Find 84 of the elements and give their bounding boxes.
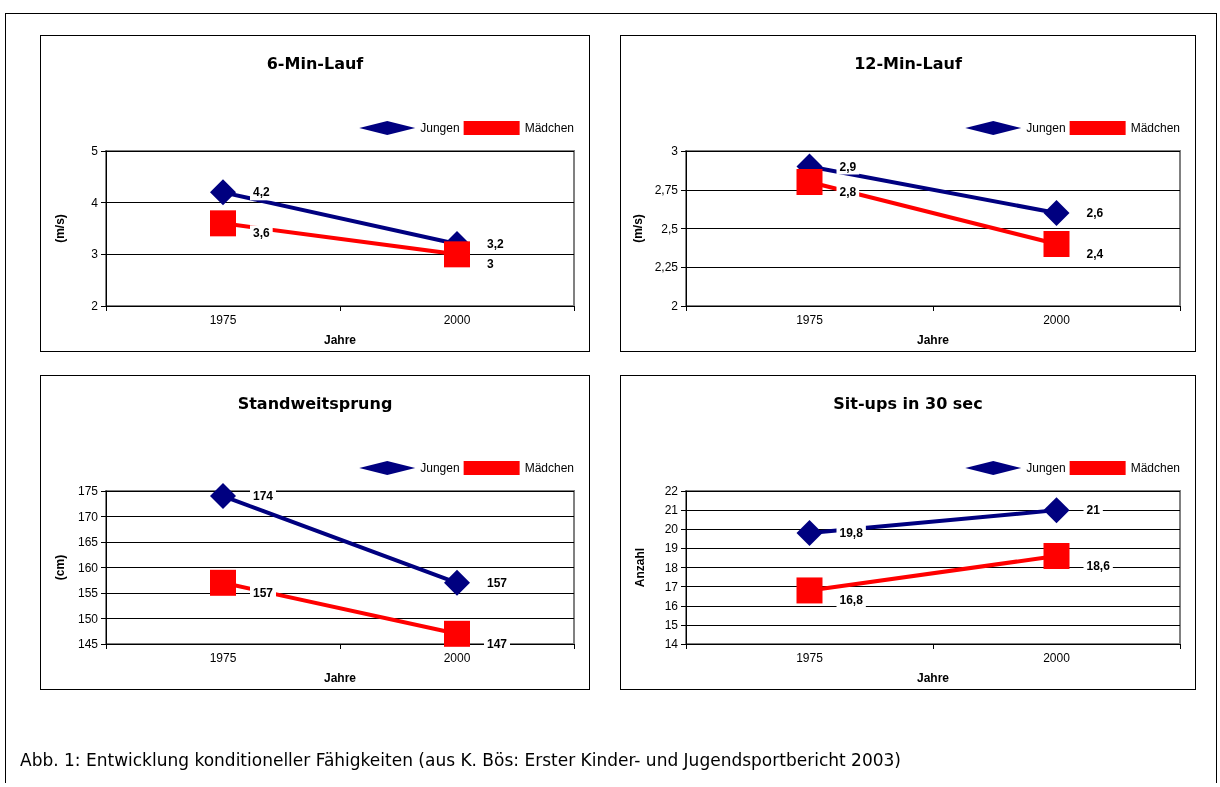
y-tick-label: 20	[664, 522, 679, 537]
point	[444, 241, 470, 268]
y-tick-label: 5	[91, 144, 99, 158]
y-tick-label: 18	[664, 560, 679, 575]
y-tick-label: 175	[77, 484, 99, 498]
y-tick-label: 170	[77, 509, 99, 524]
y-tick-label: 145	[77, 637, 99, 651]
data-label: 18,6	[1086, 559, 1111, 574]
point	[210, 483, 236, 510]
x-axis-title: Jahre	[916, 333, 950, 347]
y-tick-label: 2	[91, 299, 99, 313]
y-tick-label: 3	[91, 247, 99, 262]
point	[796, 169, 823, 195]
y-tick-label: 14	[664, 637, 679, 651]
point	[1043, 543, 1070, 570]
point	[210, 179, 236, 206]
x-tick-label: 2000	[443, 313, 471, 327]
data-label: 3	[487, 257, 494, 272]
y-tick-label: 155	[77, 586, 99, 600]
point	[210, 569, 236, 596]
legend-label: Jungen	[1026, 461, 1066, 475]
point	[796, 577, 823, 604]
legend-label: Jungen	[420, 461, 460, 475]
data-label: 147	[487, 636, 508, 651]
chart-title: 6-Min-Lauf	[266, 53, 365, 73]
chart-title: 12-Min-Lauf	[854, 53, 963, 73]
legend-label: Mädchen	[524, 461, 575, 475]
x-axis-title: Jahre	[323, 333, 357, 347]
point	[1043, 231, 1070, 257]
y-tick-label: 17	[664, 579, 679, 594]
x-axis-title: Jahre	[916, 671, 950, 685]
y-tick-label: 16	[664, 598, 679, 613]
data-label: 2,6	[1086, 206, 1104, 220]
y-tick-label: 165	[77, 535, 99, 549]
data-label: 2,4	[1086, 247, 1104, 261]
data-label: 3,6	[253, 226, 271, 241]
x-tick-label: 1975	[796, 651, 824, 665]
data-label: 19,8	[839, 526, 864, 541]
legend-label: Jungen	[1026, 121, 1066, 135]
y-tick-label: 150	[77, 611, 99, 626]
y-tick-label: 21	[664, 503, 679, 518]
y-tick-label: 2	[671, 299, 679, 313]
y-tick-label: 4	[91, 195, 99, 210]
y-tick-label: 19	[664, 541, 679, 556]
y-axis-title: Anzahl	[633, 547, 647, 588]
data-label: 157	[487, 575, 508, 590]
y-tick-label: 2,75	[654, 182, 679, 197]
x-tick-label: 1975	[796, 313, 824, 327]
data-label: 21	[1086, 503, 1101, 518]
data-label: 16,8	[839, 593, 864, 608]
chart-title: Sit-ups in 30 sec	[833, 393, 983, 413]
y-tick-label: 15	[664, 617, 679, 632]
data-label: 174	[253, 489, 274, 504]
data-label: 157	[253, 585, 274, 600]
point	[1043, 497, 1070, 524]
legend-label: Mädchen	[1130, 121, 1181, 135]
legend-label: Mädchen	[1130, 461, 1181, 475]
data-label: 2,9	[839, 159, 857, 174]
data-label: 2,8	[839, 185, 857, 199]
point	[444, 620, 470, 647]
y-tick-label: 160	[77, 560, 99, 575]
x-tick-label: 2000	[1043, 651, 1071, 665]
y-axis-title: (m/s)	[53, 214, 67, 243]
x-tick-label: 1975	[209, 651, 237, 665]
point	[210, 210, 236, 237]
data-label: 3,2	[487, 237, 505, 251]
y-tick-label: 22	[664, 484, 679, 498]
x-axis-title: Jahre	[323, 671, 357, 685]
y-tick-label: 2,25	[654, 260, 679, 275]
point	[796, 520, 823, 547]
point	[444, 569, 470, 596]
x-tick-label: 2000	[1043, 313, 1071, 327]
y-axis-title: (cm)	[53, 554, 67, 581]
legend-label: Jungen	[420, 121, 460, 135]
data-label: 4,2	[253, 185, 271, 200]
chart-title: Standweitsprung	[237, 393, 393, 413]
x-tick-label: 1975	[209, 313, 237, 327]
x-tick-label: 2000	[443, 651, 471, 665]
y-tick-label: 2,5	[661, 221, 679, 236]
point	[1043, 200, 1070, 226]
y-axis-title: (m/s)	[630, 214, 645, 243]
caption: Abb. 1: Entwicklung konditioneller Fähigkeiten (aus K. Bös: Erster Kinder- und Jugendsportbericht 2003)	[20, 750, 901, 770]
y-tick-label: 3	[671, 144, 679, 158]
legend-label: Mädchen	[524, 121, 575, 135]
